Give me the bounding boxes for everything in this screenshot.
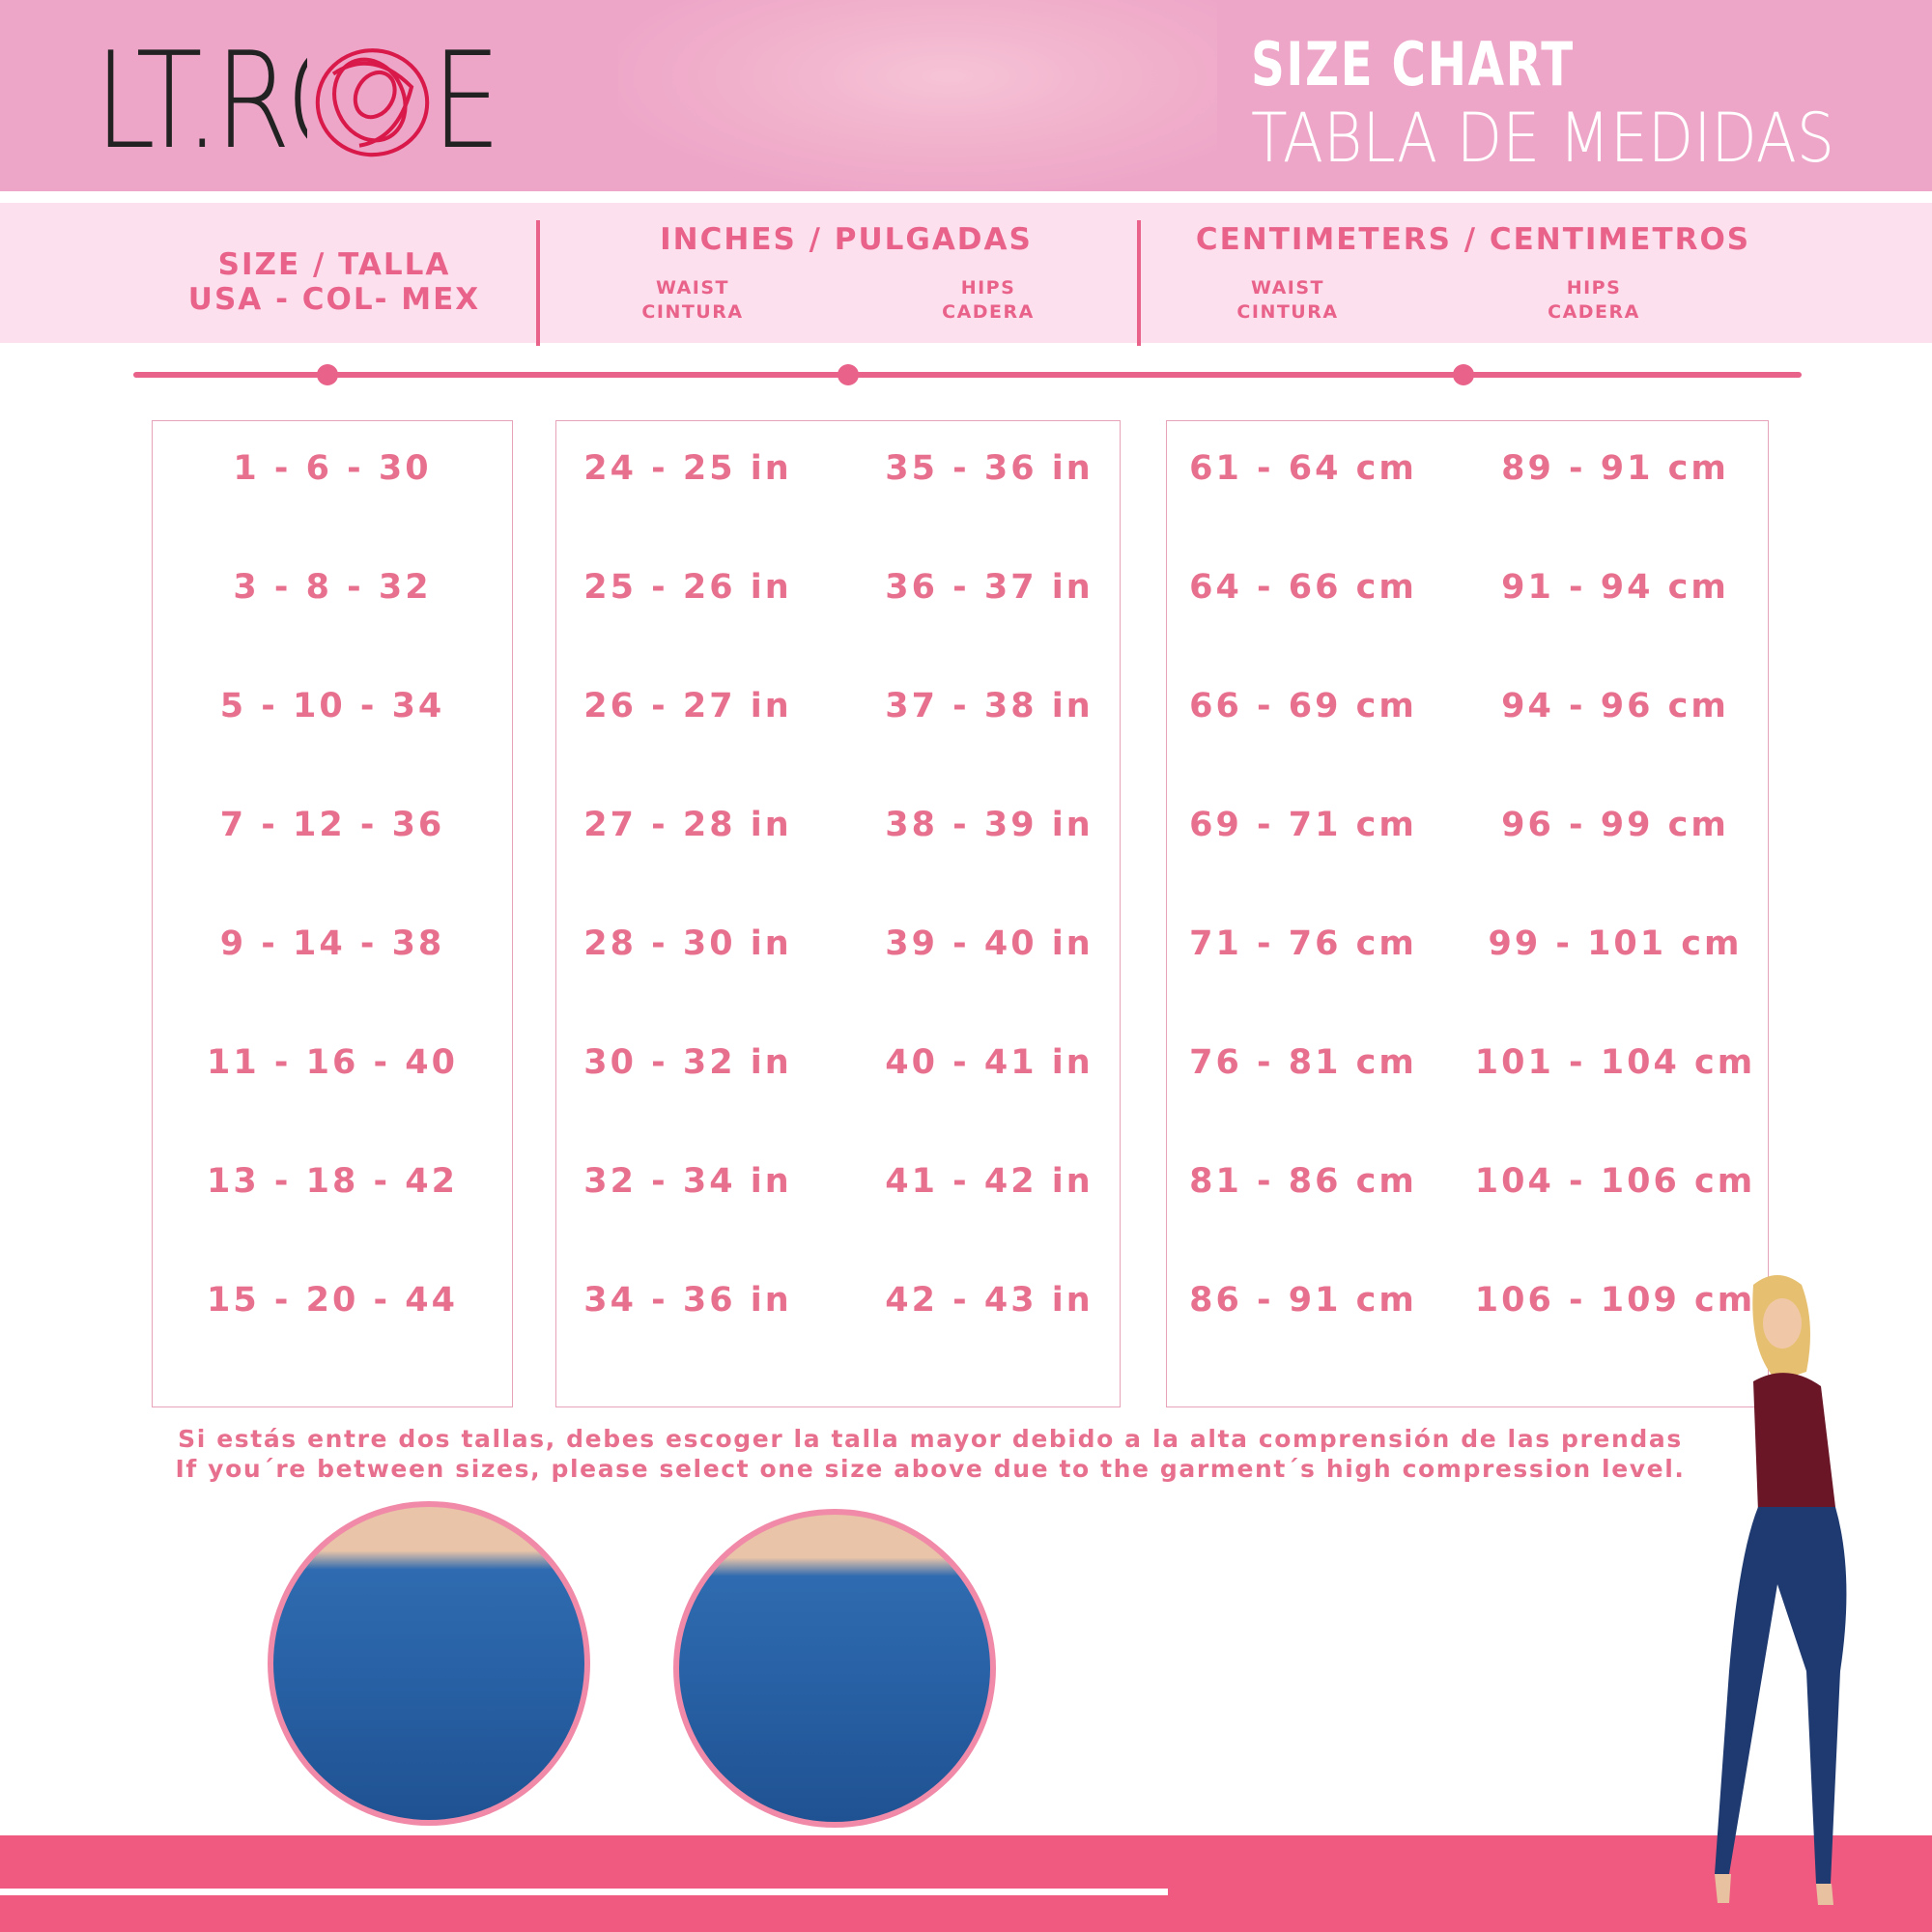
- header-divider: [536, 220, 540, 346]
- cell-cm-hips: 96 - 99 cm: [1501, 806, 1729, 844]
- header-divider: [1137, 220, 1141, 346]
- cell-size: 11 - 16 - 40: [207, 1043, 458, 1082]
- inches-header: INCHES / PULGADAS: [660, 222, 1033, 257]
- cell-size: 1 - 6 - 30: [233, 449, 432, 488]
- cell-cm-waist: 64 - 66 cm: [1189, 568, 1417, 607]
- cell-in-waist: 28 - 30 in: [583, 924, 792, 963]
- cell-size: 9 - 14 - 38: [219, 924, 445, 963]
- cintura-label: CINTURA: [641, 301, 744, 323]
- model-photo: [1715, 1275, 1847, 1905]
- hips-label: HIPS: [1566, 277, 1622, 298]
- jeans-back-photo: [673, 1509, 996, 1828]
- cell-cm-hips: 104 - 106 cm: [1474, 1162, 1756, 1201]
- cell-cm-hips: 94 - 96 cm: [1501, 687, 1729, 725]
- cell-cm-waist: 66 - 69 cm: [1189, 687, 1417, 725]
- cell-in-waist: 34 - 36 in: [583, 1281, 792, 1320]
- cell-in-waist: 30 - 32 in: [583, 1043, 792, 1082]
- centimeters-header: CENTIMETERS / CENTIMETROS: [1195, 222, 1751, 257]
- cadera-label: CADERA: [942, 301, 1035, 323]
- size-chart-title: SIZE CHART: [1251, 29, 1575, 99]
- cell-cm-hips: 101 - 104 cm: [1474, 1043, 1756, 1082]
- cintura-label: CINTURA: [1236, 301, 1339, 323]
- inches-column-box: [555, 420, 1121, 1407]
- cell-in-hips: 38 - 39 in: [885, 806, 1094, 844]
- timeline-dot: [838, 364, 859, 385]
- waist-label: WAIST: [655, 277, 730, 298]
- note-spanish: Si estás entre dos tallas, debes escoger…: [178, 1425, 1683, 1453]
- cell-in-waist: 27 - 28 in: [583, 806, 792, 844]
- jeans-front-photo: [268, 1501, 590, 1826]
- cell-cm-hips: 89 - 91 cm: [1501, 449, 1729, 488]
- cm-waist-header: WAIST CINTURA: [1236, 276, 1338, 325]
- cell-cm-waist: 86 - 91 cm: [1189, 1281, 1417, 1320]
- size-header: SIZE / TALLA USA - COL- MEX: [188, 247, 480, 317]
- cell-size: 7 - 12 - 36: [219, 806, 445, 844]
- cell-cm-waist: 81 - 86 cm: [1189, 1162, 1417, 1201]
- inches-waist-header: WAIST CINTURA: [641, 276, 743, 325]
- size-header-line1: SIZE / TALLA: [217, 247, 451, 282]
- timeline-dot: [1453, 364, 1474, 385]
- banner-model-photo: [618, 0, 1217, 191]
- cm-hips-header: HIPS CADERA: [1548, 276, 1640, 325]
- cell-in-hips: 36 - 37 in: [885, 568, 1094, 607]
- note-english: If you´re between sizes, please select o…: [175, 1455, 1686, 1483]
- centimeters-column-box: [1166, 420, 1769, 1407]
- cell-in-hips: 40 - 41 in: [885, 1043, 1094, 1082]
- inches-hips-header: HIPS CADERA: [942, 276, 1035, 325]
- cell-in-hips: 42 - 43 in: [885, 1281, 1094, 1320]
- cell-in-waist: 26 - 27 in: [583, 687, 792, 725]
- cell-in-hips: 37 - 38 in: [885, 687, 1094, 725]
- cell-in-waist: 25 - 26 in: [583, 568, 792, 607]
- cell-in-hips: 39 - 40 in: [885, 924, 1094, 963]
- size-chart-subtitle: TABLA DE MEDIDAS: [1251, 99, 1834, 178]
- rose-logo-icon: [307, 35, 438, 165]
- footer-line: [0, 1889, 1168, 1895]
- cell-in-waist: 24 - 25 in: [583, 449, 792, 488]
- cell-cm-waist: 71 - 76 cm: [1189, 924, 1417, 963]
- cell-cm-waist: 69 - 71 cm: [1189, 806, 1417, 844]
- footer-bar: [0, 1835, 1932, 1932]
- timeline-dot: [317, 364, 338, 385]
- cell-size: 5 - 10 - 34: [219, 687, 445, 725]
- cadera-label: CADERA: [1548, 301, 1640, 323]
- cell-cm-waist: 61 - 64 cm: [1189, 449, 1417, 488]
- timeline-divider: [133, 372, 1802, 378]
- cell-size: 13 - 18 - 42: [207, 1162, 458, 1201]
- cell-size: 3 - 8 - 32: [233, 568, 432, 607]
- waist-label: WAIST: [1250, 277, 1325, 298]
- column-header-row: [0, 203, 1932, 343]
- cell-cm-hips: 91 - 94 cm: [1501, 568, 1729, 607]
- cell-in-hips: 41 - 42 in: [885, 1162, 1094, 1201]
- cell-in-hips: 35 - 36 in: [885, 449, 1094, 488]
- cell-cm-waist: 76 - 81 cm: [1189, 1043, 1417, 1082]
- cell-cm-hips: 99 - 101 cm: [1488, 924, 1743, 963]
- size-column-box: [152, 420, 513, 1407]
- cell-in-waist: 32 - 34 in: [583, 1162, 792, 1201]
- cell-cm-hips: 106 - 109 cm: [1474, 1281, 1756, 1320]
- hips-label: HIPS: [960, 277, 1016, 298]
- size-header-line2: USA - COL- MEX: [187, 282, 481, 317]
- cell-size: 15 - 20 - 44: [207, 1281, 458, 1320]
